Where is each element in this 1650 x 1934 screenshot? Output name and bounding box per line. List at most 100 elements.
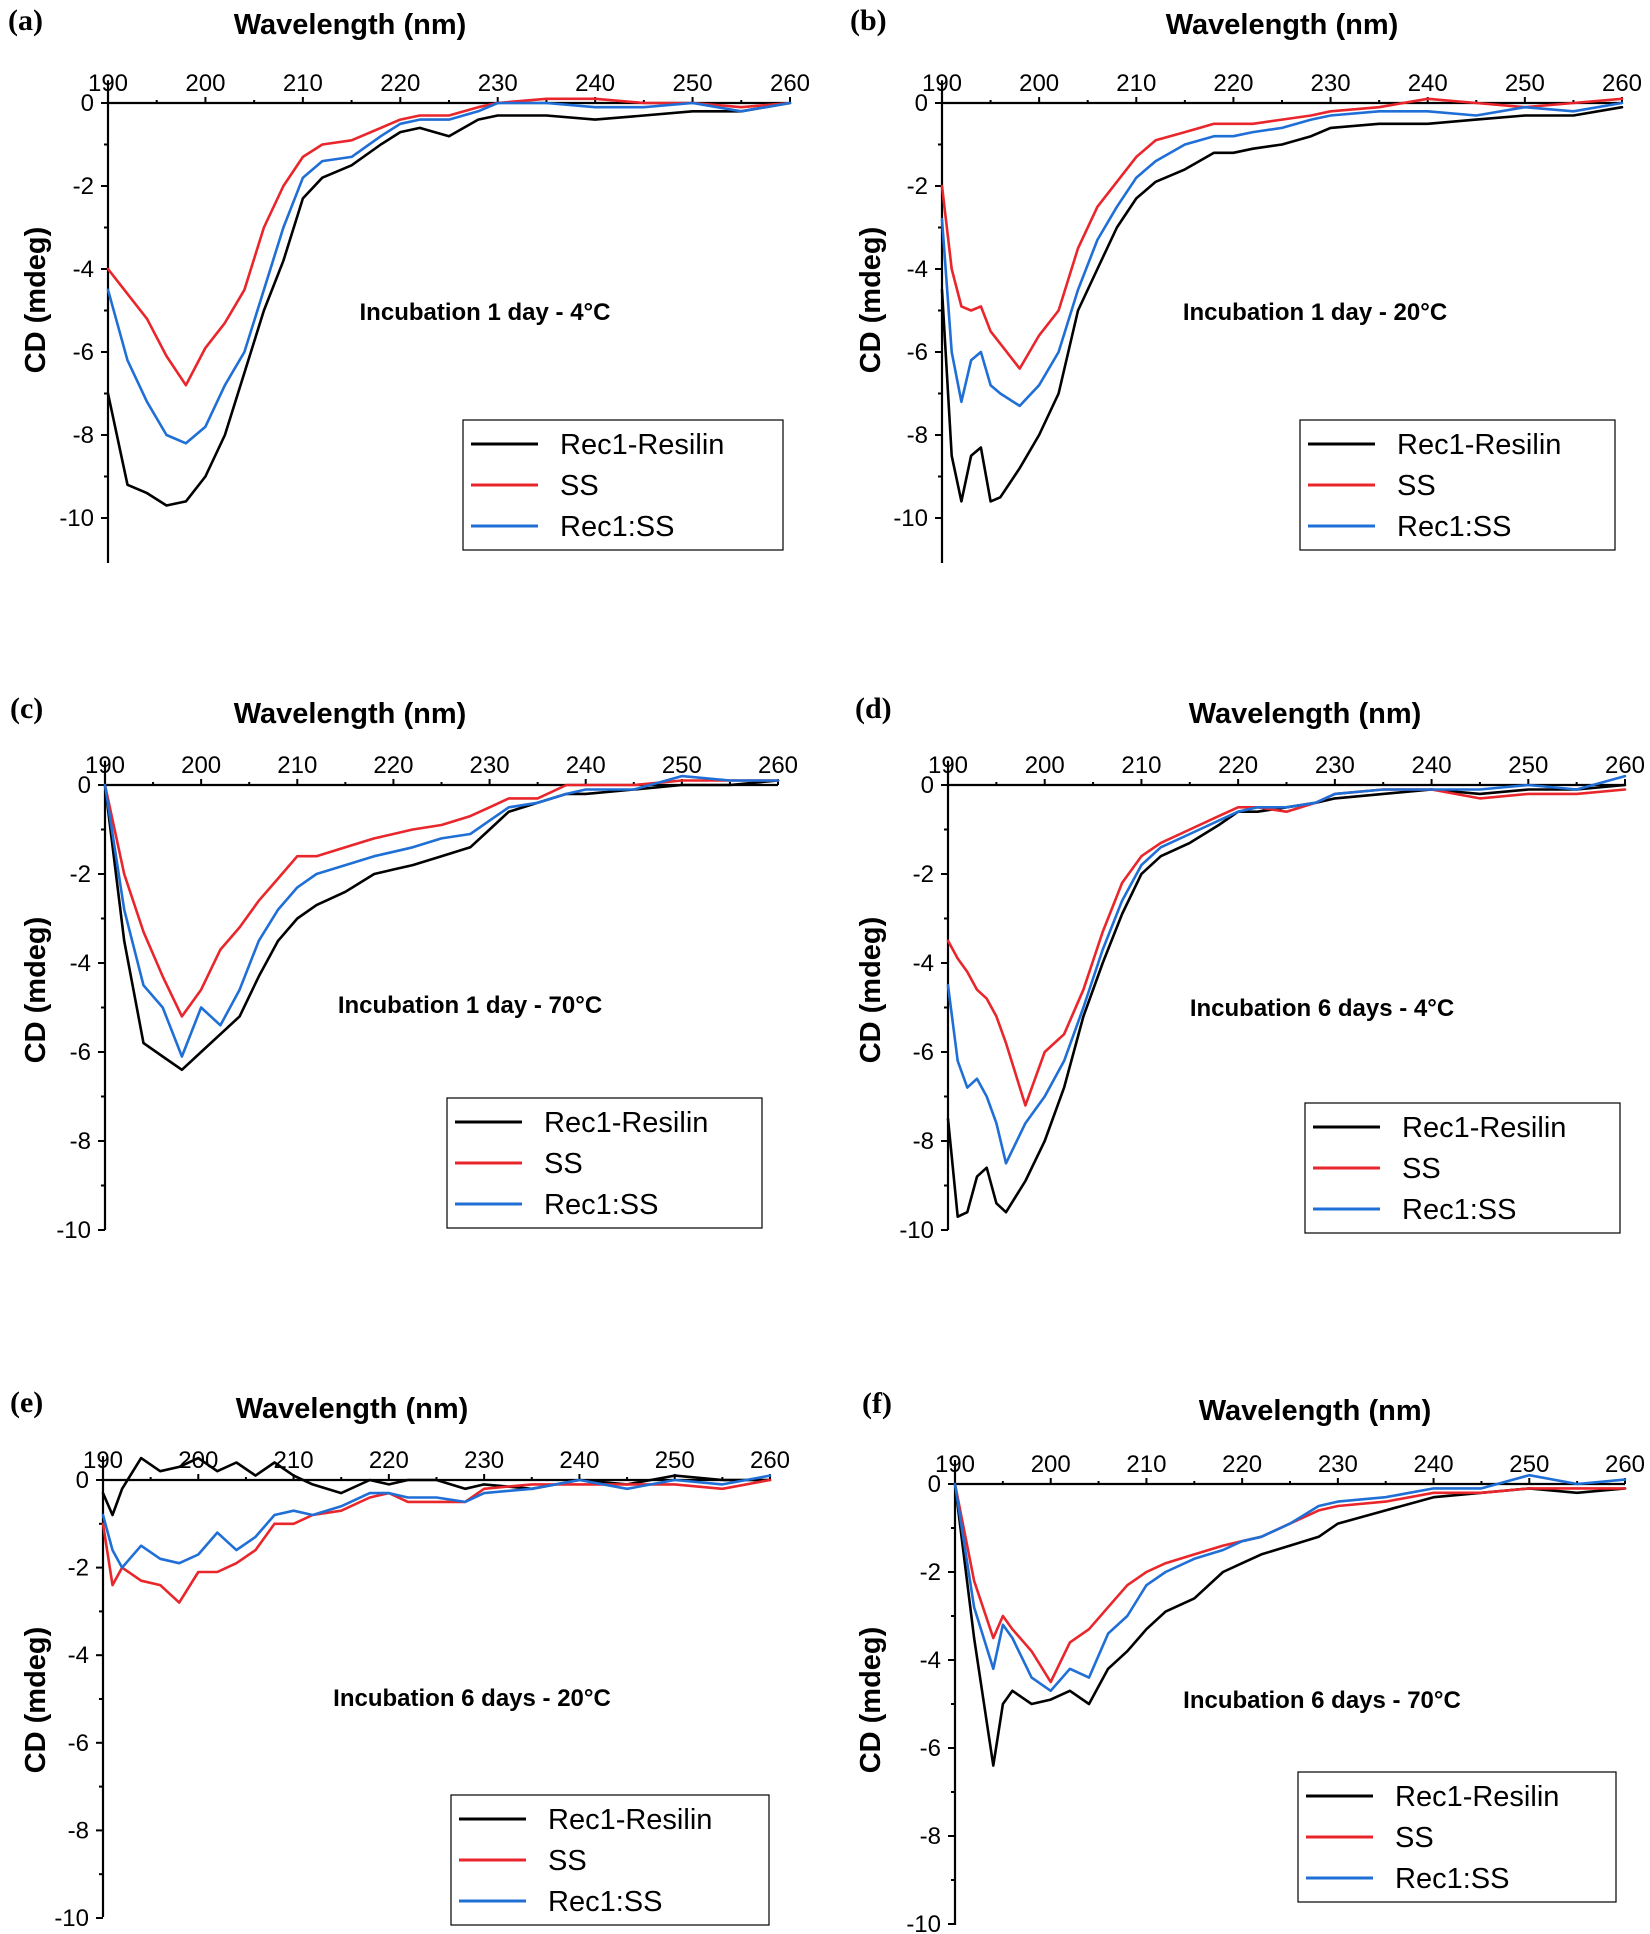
- y-tick-label: -10: [59, 505, 94, 532]
- x-tick-label: 190: [922, 70, 962, 97]
- x-tick-label: 250: [673, 70, 713, 97]
- legend-label: Rec1-Resilin: [560, 429, 724, 461]
- legend-label: Rec1-Resilin: [544, 1107, 708, 1139]
- x-axis-title: Wavelength (nm): [234, 698, 467, 730]
- legend: Rec1-Resilin SS Rec1:SS: [1304, 1102, 1621, 1234]
- x-tick-label: 260: [1602, 70, 1642, 97]
- x-tick-label: 190: [935, 1451, 975, 1478]
- series-line-ss: [953, 1482, 1627, 1684]
- y-tick-label: -8: [70, 1128, 91, 1155]
- x-axis-title: Wavelength (nm): [1166, 9, 1399, 41]
- incubation-annotation: Incubation 6 days - 4°C: [1190, 995, 1454, 1022]
- y-tick-label: -6: [73, 339, 94, 366]
- incubation-annotation: Incubation 1 day - 4°C: [360, 299, 611, 326]
- legend-label: Rec1:SS: [548, 1886, 662, 1918]
- y-tick-label: -2: [913, 861, 934, 888]
- x-tick-label: 260: [1605, 1451, 1645, 1478]
- y-tick-label: -6: [913, 1039, 934, 1066]
- y-tick-label: 0: [81, 90, 94, 117]
- x-tick-label: 190: [83, 1447, 123, 1474]
- x-tick-label: 210: [277, 752, 317, 779]
- y-tick-label: -6: [68, 1730, 89, 1757]
- x-tick-label: 190: [85, 752, 125, 779]
- y-axis-title: CD (mdeg): [855, 227, 887, 374]
- legend: Rec1-Resilin SS Rec1:SS: [1299, 419, 1616, 551]
- legend-label: SS: [1395, 1822, 1434, 1854]
- legend-label: Rec1:SS: [544, 1189, 658, 1221]
- y-tick-label: -2: [68, 1555, 89, 1582]
- y-tick-label: 0: [76, 1467, 89, 1494]
- x-tick-label: 210: [283, 70, 323, 97]
- panel-c: (c) Wavelength (nm) CD (mdeg) 190 200 210 220 2…: [10, 692, 798, 1244]
- x-tick-label: 240: [1414, 1451, 1454, 1478]
- incubation-annotation: Incubation 1 day - 20°C: [1183, 299, 1447, 326]
- legend-label: Rec1-Resilin: [1402, 1112, 1566, 1144]
- legend-label: Rec1:SS: [560, 511, 674, 543]
- x-tick-label: 220: [369, 1447, 409, 1474]
- x-tick-label: 230: [1318, 1451, 1358, 1478]
- series-line-ss: [940, 97, 1624, 370]
- series-line-rec1-ss: [101, 1474, 772, 1569]
- x-tick-label: 260: [750, 1447, 790, 1474]
- y-tick-label: -4: [907, 256, 928, 283]
- x-axis-title: Wavelength (nm): [1189, 698, 1422, 730]
- y-tick-label: -6: [920, 1735, 941, 1762]
- x-tick-label: 220: [373, 752, 413, 779]
- legend-label: SS: [548, 1845, 587, 1877]
- x-tick-label: 220: [1218, 752, 1258, 779]
- y-tick-label: -10: [906, 1911, 941, 1934]
- panel-letter: (c): [10, 692, 43, 725]
- x-tick-label: 200: [1031, 1451, 1071, 1478]
- x-tick-label: 260: [770, 70, 810, 97]
- panel-d: (d) Wavelength (nm) CD (mdeg) 190 200 210 220 2…: [855, 692, 1645, 1244]
- x-tick-label: 260: [1605, 752, 1645, 779]
- series-line-ss: [946, 788, 1627, 1107]
- y-tick-label: -8: [907, 422, 928, 449]
- x-tick-label: 210: [1126, 1451, 1166, 1478]
- y-tick-label: -10: [899, 1217, 934, 1244]
- legend: Rec1-Resilin SS Rec1:SS: [1297, 1771, 1617, 1903]
- series-line-rec1-ss: [103, 774, 780, 1058]
- x-tick-label: 230: [1311, 70, 1351, 97]
- legend-label: Rec1-Resilin: [1395, 1781, 1559, 1813]
- legend-label: Rec1-Resilin: [548, 1804, 712, 1836]
- x-tick-label: 250: [1509, 1451, 1549, 1478]
- y-tick-label: -4: [73, 256, 94, 283]
- y-tick-label: -4: [920, 1647, 941, 1674]
- y-tick-label: -2: [920, 1559, 941, 1586]
- series-line-ss: [106, 97, 792, 387]
- x-tick-label: 200: [181, 752, 221, 779]
- x-tick-label: 240: [1408, 70, 1448, 97]
- series-line-ss: [103, 779, 780, 1018]
- legend: Rec1-Resilin SS Rec1:SS: [450, 1794, 770, 1926]
- x-tick-label: 260: [758, 752, 798, 779]
- y-tick-label: -2: [73, 173, 94, 200]
- series-line-rec1-ss: [946, 774, 1627, 1165]
- y-axis-title: CD (mdeg): [20, 1627, 52, 1774]
- x-tick-label: 250: [1505, 70, 1545, 97]
- x-tick-label: 190: [88, 70, 128, 97]
- y-tick-label: -10: [893, 505, 928, 532]
- x-tick-label: 190: [928, 752, 968, 779]
- y-tick-label: 0: [928, 1471, 941, 1498]
- legend-label: Rec1:SS: [1402, 1194, 1516, 1226]
- legend-label: Rec1:SS: [1397, 511, 1511, 543]
- series-line-rec1-resilin: [940, 105, 1624, 503]
- y-tick-label: -6: [70, 1039, 91, 1066]
- y-tick-label: -8: [68, 1817, 89, 1844]
- x-axis-title: Wavelength (nm): [234, 9, 467, 41]
- series-line-rec1-ss: [953, 1473, 1627, 1693]
- y-tick-label: -2: [907, 173, 928, 200]
- x-tick-label: 240: [559, 1447, 599, 1474]
- x-tick-label: 220: [1222, 1451, 1262, 1478]
- series-line-rec1-ss: [940, 101, 1624, 408]
- series-line-rec1-resilin: [946, 783, 1627, 1218]
- x-tick-label: 210: [1116, 70, 1156, 97]
- x-tick-label: 200: [1019, 70, 1059, 97]
- x-tick-label: 200: [178, 1447, 218, 1474]
- panel-letter: (b): [850, 4, 887, 37]
- legend-label: SS: [544, 1148, 583, 1180]
- series-line-rec1-ss: [106, 101, 792, 445]
- x-tick-label: 240: [575, 70, 615, 97]
- panel-letter: (a): [8, 4, 43, 37]
